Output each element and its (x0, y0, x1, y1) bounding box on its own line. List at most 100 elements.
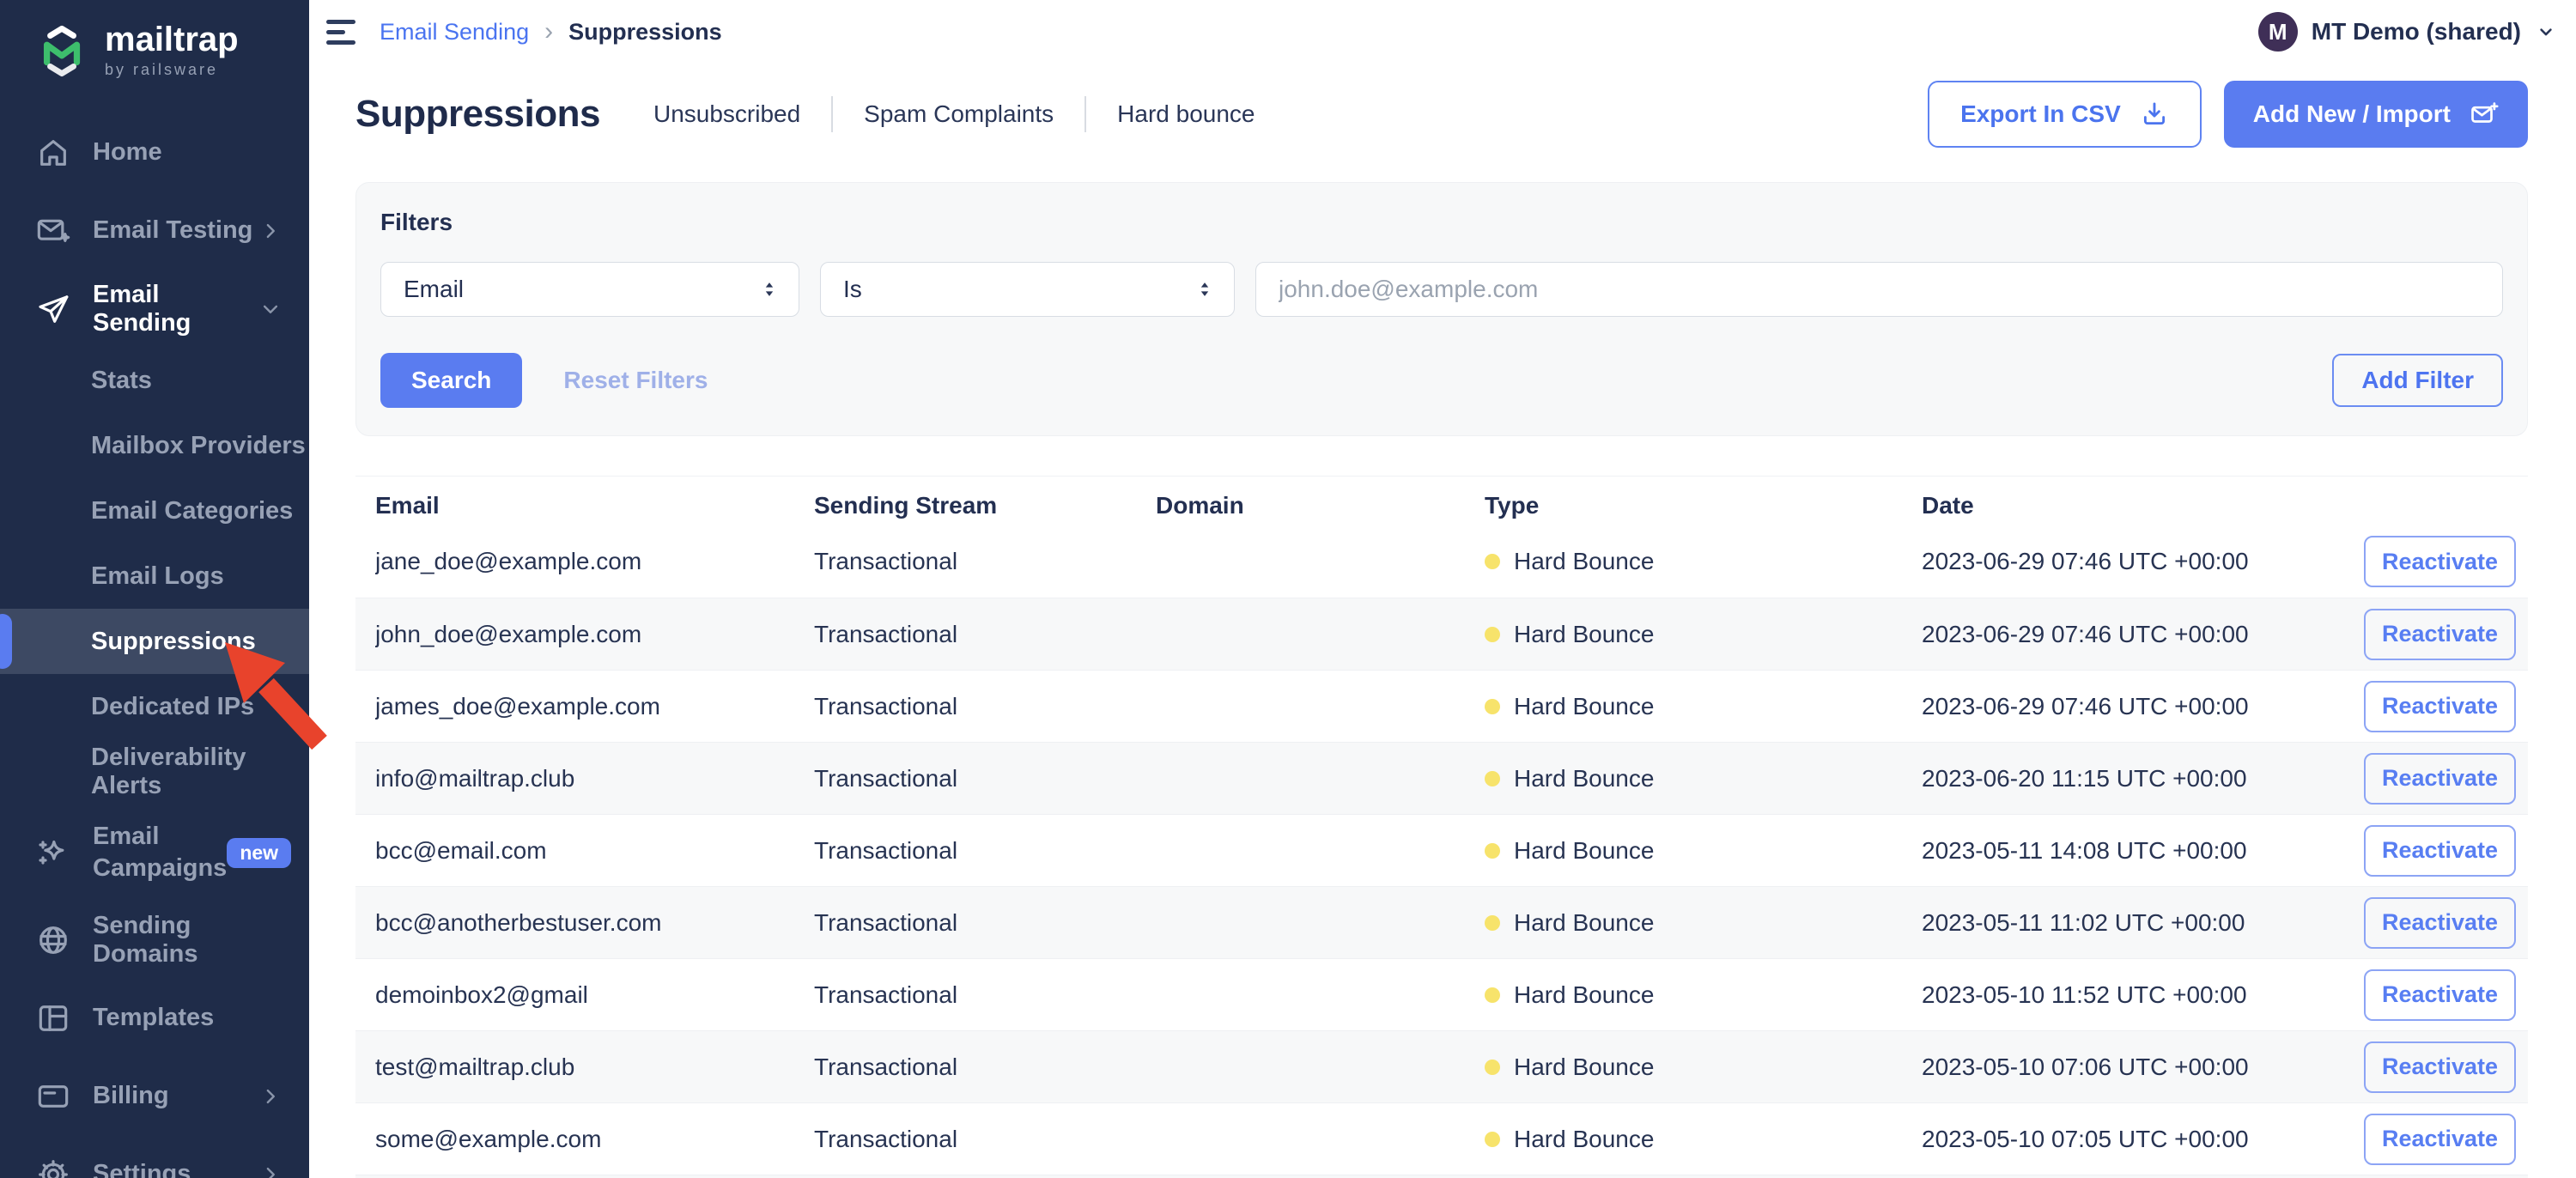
filter-actions: Search Reset Filters Add Filter (380, 353, 2503, 408)
type-dot-yellow (1485, 554, 1500, 569)
sidebar-item-email-testing[interactable]: Email Testing (0, 191, 309, 270)
table-row: bcc@anotherbestuser.com Transactional Hard… (355, 886, 2528, 958)
reactivate-button[interactable]: Reactivate (2364, 824, 2516, 877)
menu-icon[interactable] (326, 18, 357, 46)
sidebar-item-suppressions[interactable]: Suppressions (0, 609, 309, 674)
chevron-right-icon (266, 1167, 275, 1178)
type-cell: Hard Bounce (1485, 909, 1922, 937)
topbar: Email Sending › Suppressions M MT Demo (… (309, 0, 2576, 58)
account-menu[interactable]: M MT Demo (shared) (2257, 12, 2564, 52)
sending-stream-cell: Transactional (814, 692, 958, 720)
sidebar-item-billing[interactable]: Billing (0, 1057, 309, 1135)
search-button[interactable]: Search (380, 353, 523, 408)
reset-filters-link[interactable]: Reset Filters (563, 367, 708, 393)
sidebar-item-sending-domains[interactable]: Sending Domains (0, 901, 309, 979)
tab-unsubscribed[interactable]: Unsubscribed (653, 100, 801, 127)
sending-stream-cell: Transactional (814, 836, 958, 864)
table-row-partial (355, 1175, 2528, 1178)
sidebar: mailtrap by railsware Home Email Testing E… (0, 0, 309, 1178)
table-row: info@mailtrap.club Transactional Hard Boun… (355, 742, 2528, 814)
type-label: Hard Bounce (1514, 908, 1655, 936)
sidebar-item-dedicated-ips[interactable]: Dedicated IPs (0, 674, 309, 739)
page-header: Suppressions Unsubscribed Spam Complaint… (309, 58, 2576, 148)
email-sending-icon (39, 294, 69, 323)
table-row: bcc@email.com Transactional Hard Bounce 202… (355, 814, 2528, 886)
account-name: MT Demo (shared) (2311, 18, 2521, 45)
date-cell: 2023-05-11 14:08 UTC +00:00 (1922, 836, 2247, 864)
column-header-sending-stream: Sending Stream (814, 491, 998, 519)
filter-value-input[interactable] (1255, 262, 2503, 317)
type-label: Hard Bounce (1514, 548, 1655, 574)
export-csv-button[interactable]: Export In CSV (1928, 81, 2202, 148)
type-label: Hard Bounce (1514, 764, 1655, 792)
sidebar-item-email-sending[interactable]: Email Sending (0, 270, 309, 348)
sidebar-nav: Home Email Testing Email Sending Stats Mailb… (0, 113, 309, 1178)
sidebar-item-home[interactable]: Home (0, 113, 309, 191)
action-cell: Reactivate (2353, 608, 2516, 660)
table-row: john_doe@example.com Transactional Hard Bo… (355, 598, 2528, 670)
sparkles-icon (39, 840, 64, 865)
add-new-import-label: Add New / Import (2252, 100, 2451, 127)
reactivate-button[interactable]: Reactivate (2364, 896, 2516, 949)
column-header-domain: Domain (1156, 491, 1244, 519)
column-header-date: Date (1922, 491, 1974, 519)
sidebar-item-stats[interactable]: Stats (0, 348, 309, 413)
breadcrumb-email-sending[interactable]: Email Sending (380, 18, 530, 45)
filters-title: Filters (380, 209, 453, 235)
suppression-tabs: Unsubscribed Spam Complaints Hard bounce (623, 96, 1286, 132)
reactivate-button[interactable]: Reactivate (2364, 608, 2516, 660)
sidebar-item-email-campaigns[interactable]: Email Campaigns new (0, 805, 309, 901)
logo-text: mailtrap by railsware (105, 22, 239, 79)
reactivate-button[interactable]: Reactivate (2364, 1041, 2516, 1093)
sidebar-item-email-categories[interactable]: Email Categories (0, 478, 309, 543)
avatar: M (2257, 12, 2298, 52)
brand-name: mailtrap (105, 21, 239, 58)
filter-field-value: Email (404, 276, 465, 302)
email-cell: james_doe@example.com (375, 692, 660, 720)
reactivate-button[interactable]: Reactivate (2364, 536, 2516, 587)
filters-panel: Filters Email Is Search Reset Filters Ad… (355, 182, 2528, 436)
add-filter-button[interactable]: Add Filter (2332, 354, 2503, 407)
sidebar-item-mailbox-providers[interactable]: Mailbox Providers (0, 413, 309, 478)
column-header-type: Type (1485, 491, 1540, 519)
type-cell: Hard Bounce (1485, 621, 1922, 648)
filter-operator-select[interactable]: Is (820, 262, 1235, 317)
tab-hard-bounce[interactable]: Hard bounce (1084, 96, 1285, 132)
type-dot-yellow (1485, 626, 1500, 642)
reactivate-button[interactable]: Reactivate (2364, 680, 2516, 732)
sidebar-item-templates[interactable]: Templates (0, 979, 309, 1057)
tab-spam-complaints[interactable]: Spam Complaints (831, 96, 1084, 132)
sidebar-item-settings[interactable]: Settings (0, 1135, 309, 1178)
type-label: Hard Bounce (1514, 620, 1655, 647)
reactivate-button[interactable]: Reactivate (2364, 752, 2516, 805)
header-buttons: Export In CSV Add New / Import (1928, 81, 2528, 148)
type-label: Hard Bounce (1514, 1125, 1655, 1152)
date-cell: 2023-06-20 11:15 UTC +00:00 (1922, 764, 2247, 792)
reactivate-button[interactable]: Reactivate (2364, 969, 2516, 1021)
date-cell: 2023-05-10 07:05 UTC +00:00 (1922, 1125, 2249, 1152)
date-cell: 2023-05-10 11:52 UTC +00:00 (1922, 981, 2247, 1008)
sidebar-item-label: Sending Domains (93, 911, 198, 968)
add-new-import-button[interactable]: Add New / Import (2223, 81, 2528, 148)
filter-field-select[interactable]: Email (380, 262, 799, 317)
email-cell: jane_doe@example.com (375, 548, 642, 574)
home-icon (40, 139, 66, 166)
mailtrap-logo-icon (43, 25, 81, 77)
email-cell: test@mailtrap.club (375, 1053, 575, 1080)
type-dot-yellow (1485, 914, 1500, 931)
reactivate-button[interactable]: Reactivate (2364, 1113, 2516, 1165)
table-row: test@mailtrap.club Transactional Hard Boun… (355, 1030, 2528, 1102)
type-label: Hard Bounce (1514, 1053, 1655, 1080)
export-csv-label: Export In CSV (1960, 100, 2121, 127)
table-row: demoinbox2@gmail Transactional Hard Bounce… (355, 958, 2528, 1030)
sidebar-item-deliverability-alerts[interactable]: Deliverability Alerts (0, 739, 309, 805)
column-header-email: Email (375, 491, 440, 519)
page-title: Suppressions (355, 93, 600, 135)
breadcrumb-separator: › (544, 17, 554, 46)
email-cell: demoinbox2@gmail (375, 981, 588, 1008)
email-cell: john_doe@example.com (375, 620, 642, 647)
sending-stream-cell: Transactional (814, 548, 958, 574)
select-updown-icon (765, 282, 774, 296)
email-cell: info@mailtrap.club (375, 764, 575, 792)
sidebar-item-email-logs[interactable]: Email Logs (0, 543, 309, 609)
